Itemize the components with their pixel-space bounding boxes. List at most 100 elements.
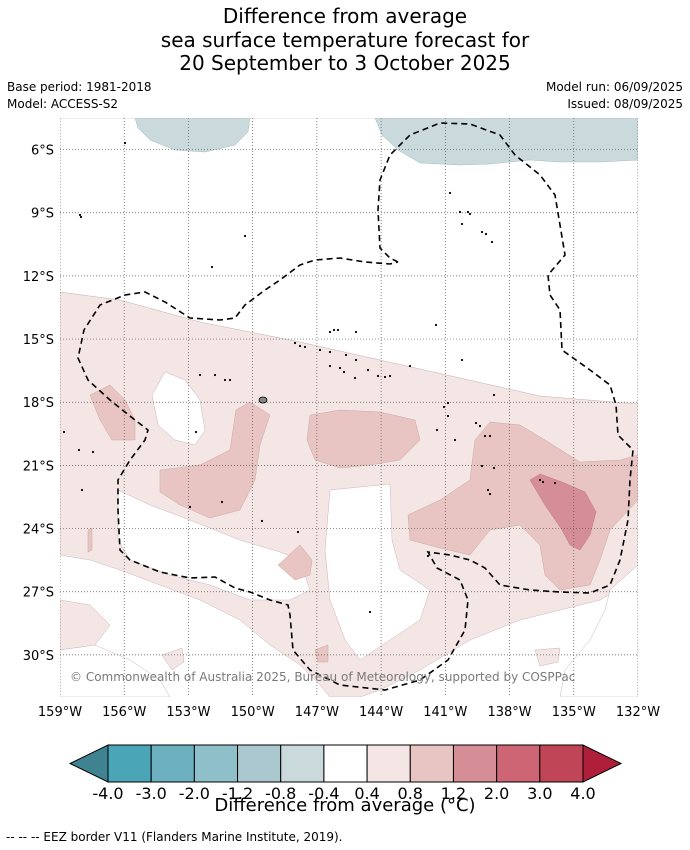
- colorbar-bin: [237, 744, 282, 783]
- island-marker: [468, 212, 472, 216]
- warm-anomaly-patch-small-south: [277, 544, 313, 581]
- island-marker: [213, 373, 217, 377]
- island-marker: [332, 328, 336, 332]
- warm-anomaly-core: [529, 473, 597, 551]
- neutral-area-upper: [60, 118, 638, 405]
- warm-anomaly-lower-left: [60, 599, 111, 651]
- model-run: Model run: 06/09/2025: [545, 80, 683, 94]
- warm-anomaly-patch-edge: [87, 527, 93, 553]
- island-marker: [492, 393, 496, 397]
- latitude-tick-labels: 6°S 9°S 12°S 15°S 18°S 21°S 24°S 27°S 30°S: [23, 144, 54, 664]
- island-marker: [296, 530, 300, 534]
- island-marker: [328, 330, 332, 334]
- copyright-notice: © Commonwealth of Australia 2025, Bureau…: [70, 670, 575, 684]
- colorbar-bin: [496, 744, 541, 783]
- colorbar-tick-label: 0.8: [398, 784, 423, 803]
- island-marker: [488, 492, 492, 496]
- island-marker: [353, 376, 357, 380]
- colorbar-bin: [452, 744, 498, 783]
- island-marker: [194, 430, 198, 434]
- colorbar-tick-label: -3.0: [136, 784, 167, 803]
- island-marker: [492, 466, 496, 470]
- lon-tick-label: 138°W: [487, 705, 531, 720]
- title-line-2: sea surface temperature forecast for: [160, 28, 530, 52]
- gridlines: [60, 118, 638, 697]
- colorbar-tick-label: -0.4: [308, 784, 339, 803]
- colorbar-tick-label: -2.0: [179, 784, 210, 803]
- lat-tick-label: 18°S: [23, 396, 54, 411]
- island-marker: [210, 265, 214, 269]
- colorbar-tick-label: -4.0: [92, 784, 123, 803]
- colorbar-low-extend: [68, 744, 109, 783]
- colorbar-bin: [409, 744, 454, 783]
- island-marker: [243, 234, 247, 238]
- warm-anomaly-patch-west: [89, 384, 136, 441]
- map-area: © Commonwealth of Australia 2025, Bureau…: [60, 118, 638, 697]
- island-marker: [298, 344, 302, 348]
- title-line-3: 20 September to 3 October 2025: [179, 51, 511, 75]
- lon-tick-label: 150°W: [231, 705, 275, 720]
- island-marker: [453, 438, 457, 442]
- warm-anomaly-small-right: [534, 647, 561, 667]
- lat-tick-label: 30°S: [23, 649, 54, 664]
- colorbar-bin: [323, 744, 368, 783]
- issued-date: Issued: 08/09/2025: [567, 97, 683, 111]
- island-marker: [80, 488, 84, 492]
- colorbar-bin: [366, 744, 411, 783]
- lon-tick-label: 153°W: [166, 705, 210, 720]
- lat-tick-label: 21°S: [23, 459, 54, 474]
- neutral-area-far-southwest: [60, 644, 171, 697]
- colorbar-title: Difference from average (°C): [214, 795, 475, 816]
- lat-tick-label: 24°S: [23, 523, 54, 538]
- island-marker: [303, 345, 307, 349]
- island-marker: [408, 364, 412, 368]
- base-period: Base period: 1981-2018: [7, 80, 152, 94]
- island-marker: [123, 141, 127, 145]
- island-marker: [354, 358, 358, 362]
- island-marker: [260, 519, 264, 523]
- lon-tick-label: 135°W: [552, 705, 596, 720]
- island-marker: [368, 610, 372, 614]
- island-marker: [458, 210, 462, 214]
- island-marker: [228, 378, 232, 382]
- island-marker: [198, 373, 202, 377]
- island-marker: [328, 364, 332, 368]
- warm-anomaly-small-left: [161, 647, 185, 671]
- model-name: Model: ACCESS-S2: [7, 97, 119, 111]
- island-marker: [553, 481, 557, 485]
- colorbar-tick-label: 3.0: [527, 784, 552, 803]
- island-marker: [480, 464, 484, 468]
- island-marker: [448, 191, 452, 195]
- colorbar-high-extend: [582, 744, 623, 783]
- island-marker: [486, 488, 490, 492]
- cool-anomaly-north: [374, 118, 638, 166]
- island-marker: [293, 341, 297, 345]
- lat-tick-label: 27°S: [23, 586, 54, 601]
- lon-tick-label: 156°W: [102, 705, 146, 720]
- island-marker: [474, 421, 478, 425]
- island-marker: [354, 330, 358, 334]
- longitude-tick-labels: 159°W 156°W 153°W 150°W 147°W 144°W 141°W 138°W…: [38, 705, 660, 720]
- lat-tick-label: 9°S: [31, 207, 54, 222]
- neutral-area-southeast: [559, 564, 638, 697]
- colorbar-bin: [107, 744, 152, 783]
- island-marker: [480, 230, 484, 234]
- island-marker: [446, 414, 450, 418]
- island-marker: [490, 240, 494, 244]
- title-line-1: Difference from average: [222, 4, 468, 28]
- island-marker: [342, 370, 346, 374]
- island-marker: [344, 353, 348, 357]
- island-marker: [541, 480, 545, 484]
- island-marker: [62, 430, 66, 434]
- lon-tick-label: 147°W: [295, 705, 339, 720]
- island-marker: [77, 448, 81, 452]
- colorbar: -4.0 -3.0 -2.0 -1.2 -0.8 -0.4 0.4 0.8 1.2 2.0 3.0 4…: [68, 744, 623, 816]
- colorbar-tick-label: 4.0: [570, 784, 595, 803]
- warm-anomaly-patch-central-west: [159, 401, 271, 519]
- colorbar-bin: [150, 744, 195, 783]
- eez-legend-note: -- -- -- EEZ border V11 (Flanders Marine…: [6, 830, 343, 844]
- colorbar-bin: [539, 744, 584, 783]
- lat-tick-label: 6°S: [31, 144, 54, 159]
- island-marker: [435, 428, 439, 432]
- island-marker: [336, 328, 340, 332]
